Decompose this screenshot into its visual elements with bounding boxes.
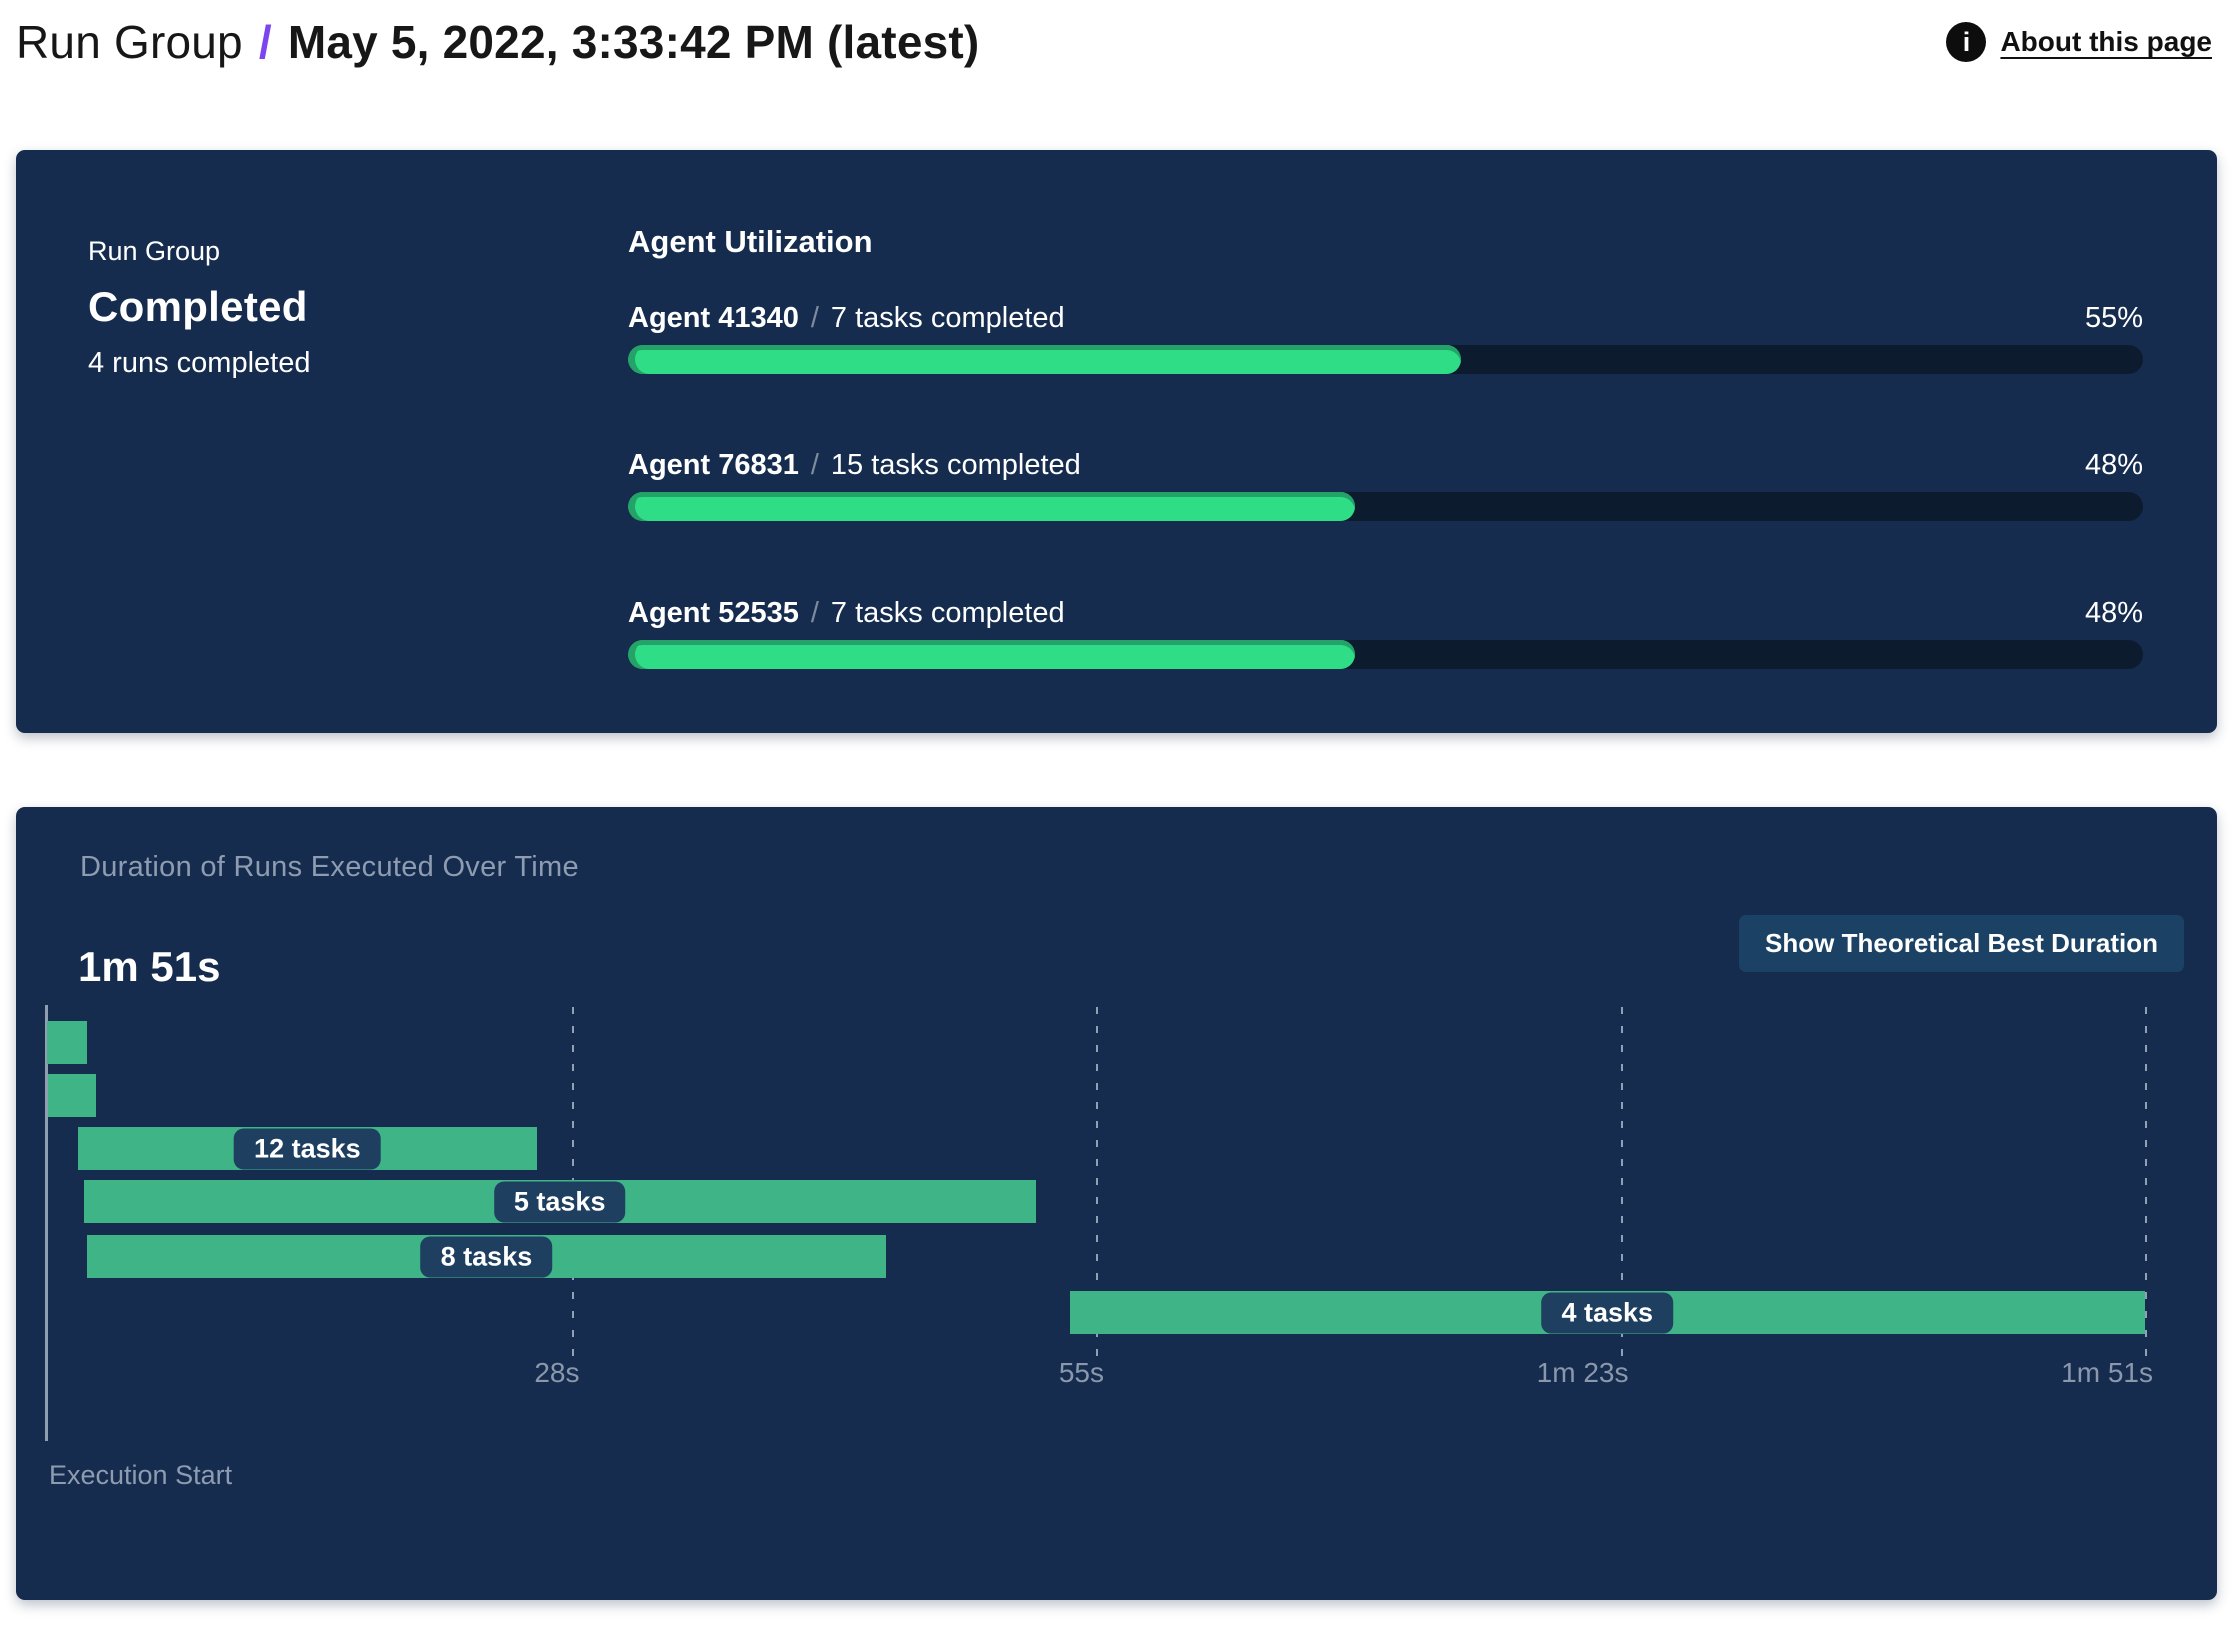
gantt-chart: Execution Start 28s 55s 1m 23s 1m 51s 12 tas… — [45, 1005, 2153, 1515]
about-this-page: i About this page — [1946, 22, 2212, 62]
run-bar-5-tasks[interactable]: 5 tasks — [83, 1180, 1036, 1223]
run-task-count-label: 8 tasks — [420, 1236, 553, 1277]
utilization-progress-track — [628, 640, 2143, 669]
axis-tick-label: 1m 51s — [2061, 1357, 2153, 1388]
agent-tasks-completed: 7 tasks completed — [830, 302, 1065, 334]
top-bar: Run Group / May 5, 2022, 3:33:42 PM (lat… — [16, 4, 2212, 80]
breadcrumb: Run Group / May 5, 2022, 3:33:42 PM (lat… — [16, 15, 979, 69]
breadcrumb-run-group: Run Group — [16, 16, 243, 68]
agent-separator: / — [810, 449, 819, 481]
axis-tick-label: 55s — [1058, 1357, 1104, 1388]
utilization-progress-track — [628, 345, 2143, 374]
run-bar[interactable] — [47, 1021, 87, 1064]
duration-chart-title: Duration of Runs Executed Over Time — [80, 851, 579, 883]
run-bar-8-tasks[interactable]: 8 tasks — [86, 1235, 887, 1278]
agent-utilization-percent: 55% — [2084, 302, 2143, 334]
agent-row: Agent 52535 / 7 tasks completed 48% — [628, 593, 2143, 669]
agent-utilization-title: Agent Utilization — [628, 224, 873, 259]
run-task-count-label: 5 tasks — [493, 1181, 626, 1222]
agent-label-row: Agent 76831 / 15 tasks completed 48% — [628, 445, 2143, 485]
agent-label-row: Agent 52535 / 7 tasks completed 48% — [628, 593, 2143, 633]
axis-tick-label: 28s — [534, 1357, 580, 1388]
gridline-1m-51s — [2145, 1007, 2147, 1359]
breadcrumb-separator: / — [258, 16, 272, 68]
run-group-panel: Run Group Completed 4 runs completed Age… — [16, 150, 2217, 733]
agent-separator: / — [810, 302, 819, 334]
run-group-label: Run Group — [88, 236, 221, 266]
page-title: May 5, 2022, 3:33:42 PM (latest) — [287, 16, 980, 68]
agent-name: Agent 76831 — [628, 449, 799, 481]
show-theoretical-best-duration-button[interactable]: Show Theoretical Best Duration — [1739, 915, 2184, 972]
duration-panel: Duration of Runs Executed Over Time 1m 5… — [16, 807, 2217, 1600]
agent-utilization-percent: 48% — [2084, 449, 2143, 481]
execution-start-label: Execution Start — [49, 1460, 233, 1490]
run-bar[interactable] — [47, 1074, 97, 1117]
gridline-1m-23s — [1620, 1007, 1623, 1359]
run-group-status: Completed — [88, 283, 308, 330]
agent-utilization-percent: 48% — [2084, 597, 2143, 629]
agent-row: Agent 76831 / 15 tasks completed 48% — [628, 445, 2143, 521]
gridline-55s — [1096, 1007, 1098, 1359]
run-task-count-label: 4 tasks — [1541, 1292, 1674, 1333]
agent-tasks-completed: 15 tasks completed — [830, 449, 1081, 481]
run-bar-4-tasks[interactable]: 4 tasks — [1069, 1291, 2145, 1334]
agent-label-row: Agent 41340 / 7 tasks completed 55% — [628, 298, 2143, 338]
agent-name: Agent 41340 — [628, 302, 799, 334]
run-bar-12-tasks[interactable]: 12 tasks — [78, 1127, 537, 1170]
total-duration-value: 1m 51s — [78, 943, 221, 990]
utilization-progress-fill — [628, 640, 1356, 669]
axis-tick-label: 1m 23s — [1536, 1357, 1629, 1388]
execution-start-axis-line — [45, 1005, 48, 1441]
agent-name: Agent 52535 — [628, 597, 799, 629]
utilization-progress-track — [628, 492, 2143, 521]
agent-row: Agent 41340 / 7 tasks completed 55% — [628, 298, 2143, 374]
agent-separator: / — [810, 597, 819, 629]
about-page-link[interactable]: About this page — [2000, 26, 2212, 57]
run-group-subtitle: 4 runs completed — [88, 347, 311, 379]
utilization-progress-fill — [628, 492, 1356, 521]
utilization-progress-fill — [628, 345, 1462, 374]
info-icon[interactable]: i — [1946, 22, 1987, 62]
agent-tasks-completed: 7 tasks completed — [830, 597, 1065, 629]
run-group-summary: Run Group Completed 4 runs completed — [88, 236, 310, 380]
run-task-count-label: 12 tasks — [234, 1128, 381, 1169]
